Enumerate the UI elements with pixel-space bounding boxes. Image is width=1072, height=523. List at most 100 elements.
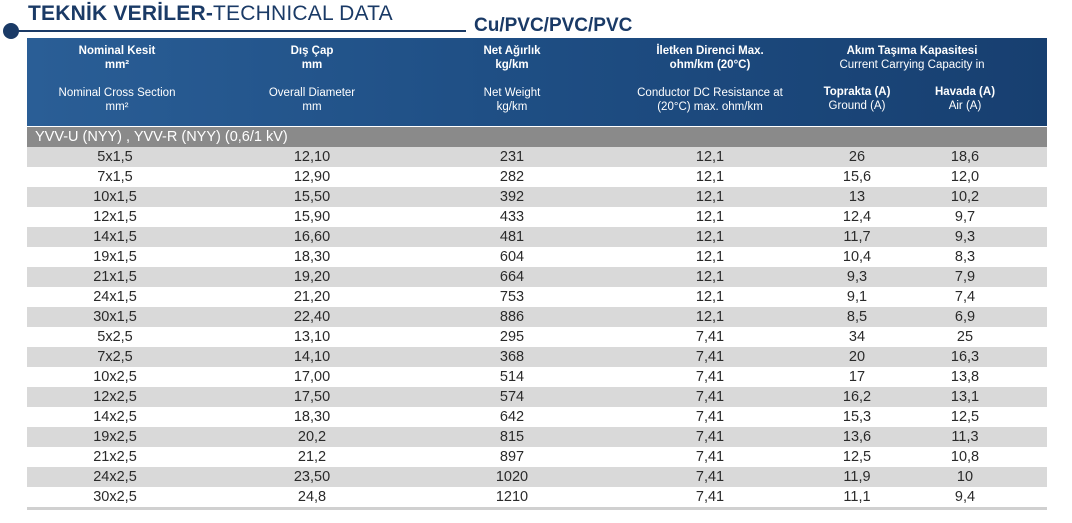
cell-weight: 886 — [499, 309, 525, 325]
cell-diameter: 12,90 — [293, 169, 331, 185]
cell-ground-capacity: 12,4 — [842, 209, 872, 225]
table-row: 30x2,5 24,8 1210 7,41 11,1 9,4 — [27, 487, 1047, 507]
header-label-tr: Akım Taşıma Kapasitesi — [846, 45, 978, 57]
table-header: Nominal Kesit mm² Nominal Cross Section … — [27, 38, 1047, 126]
table-bottom-border — [27, 507, 1047, 510]
cell-resistance: 7,41 — [695, 449, 725, 465]
cell-diameter: 18,30 — [293, 409, 331, 425]
cell-diameter: 13,10 — [293, 329, 331, 345]
header-label-en: Net Weight — [483, 87, 541, 99]
section-label-text: YVV-U (NYY) , YVV-R (NYY) (0,6/1 kV) — [35, 129, 288, 145]
cell-ground-capacity: 11,7 — [843, 229, 871, 245]
cell-diameter: 17,50 — [293, 389, 331, 405]
cell-resistance: 12,1 — [695, 249, 725, 265]
cell-resistance: 12,1 — [695, 309, 725, 325]
header-label-en: Ground (A) — [828, 100, 886, 112]
cell-air-capacity: 11,3 — [951, 429, 979, 445]
cell-weight: 231 — [499, 149, 525, 165]
cell-cross-section: 5x1,5 — [97, 149, 133, 165]
cell-weight: 642 — [499, 409, 525, 425]
table-row: 7x2,5 14,10 368 7,41 20 16,3 — [27, 347, 1047, 367]
table-row: 12x1,5 15,90 433 12,1 12,4 9,7 — [27, 207, 1047, 227]
cell-ground-capacity: 15,6 — [842, 169, 872, 185]
cell-resistance: 12,1 — [695, 229, 725, 245]
cell-air-capacity: 10,8 — [950, 449, 980, 465]
header-dc-resistance: İletken Direnci Max. ohm/km (20°C) Condu… — [615, 44, 805, 114]
cell-cross-section: 24x2,5 — [93, 469, 137, 485]
section-label: YVV-U (NYY) , YVV-R (NYY) (0,6/1 kV) — [27, 127, 1047, 147]
header-label-tr: Net Ağırlık — [483, 45, 541, 57]
cell-weight: 433 — [499, 209, 525, 225]
cell-cross-section: 5x2,5 — [97, 329, 133, 345]
cell-diameter: 15,90 — [293, 209, 331, 225]
header-unit-tr: ohm/km (20°C) — [669, 59, 751, 71]
cell-diameter: 23,50 — [293, 469, 331, 485]
cell-diameter: 24,8 — [297, 489, 327, 505]
cell-resistance: 7,41 — [695, 329, 725, 345]
cell-air-capacity: 10,2 — [950, 189, 980, 205]
cell-resistance: 7,41 — [695, 349, 725, 365]
cell-diameter: 17,00 — [293, 369, 331, 385]
table-row: 30x1,5 22,40 886 12,1 8,5 6,9 — [27, 307, 1047, 327]
header-current-capacity: Akım Taşıma Kapasitesi Current Carrying … — [812, 44, 1012, 72]
header-unit-tr: mm — [301, 59, 323, 71]
cell-resistance: 7,41 — [695, 389, 725, 405]
table-row: 21x2,5 21,2 897 7,41 12,5 10,8 — [27, 447, 1047, 467]
cell-cross-section: 19x2,5 — [93, 429, 137, 445]
title-bar: TEKNİK VERİLER-TECHNICAL DATA Cu/PVC/PVC… — [0, 0, 1072, 40]
cell-diameter: 18,30 — [293, 249, 331, 265]
cell-resistance: 12,1 — [695, 289, 725, 305]
cell-resistance: 7,41 — [695, 469, 725, 485]
cell-diameter: 21,20 — [293, 289, 331, 305]
header-unit-en: (20°C) max. ohm/km — [657, 101, 763, 113]
cell-resistance: 12,1 — [695, 269, 725, 285]
cell-air-capacity: 12,5 — [950, 409, 980, 425]
title-turkish: TEKNİK VERİLER- — [28, 2, 214, 25]
cell-cross-section: 14x1,5 — [93, 229, 137, 245]
cell-ground-capacity: 10,4 — [842, 249, 872, 265]
cell-weight: 481 — [499, 229, 525, 245]
cell-resistance: 7,41 — [695, 369, 725, 385]
header-overall-diameter: Dış Çap mm Overall Diameter mm — [232, 44, 392, 114]
page-title: TEKNİK VERİLER-TECHNICAL DATA — [28, 2, 393, 26]
header-unit-tr: kg/km — [495, 59, 529, 71]
cell-cross-section: 21x1,5 — [93, 269, 137, 285]
cell-diameter: 19,20 — [293, 269, 331, 285]
cell-ground-capacity: 11,1 — [843, 489, 871, 505]
header-unit-en: kg/km — [496, 101, 528, 113]
cell-cross-section: 7x2,5 — [97, 349, 133, 365]
cell-air-capacity: 7,9 — [954, 269, 976, 285]
cell-ground-capacity: 13,6 — [842, 429, 872, 445]
cell-weight: 282 — [499, 169, 525, 185]
header-label-en: Overall Diameter — [268, 87, 356, 99]
table-row: 14x1,5 16,60 481 12,1 11,7 9,3 — [27, 227, 1047, 247]
cell-ground-capacity: 9,3 — [846, 269, 868, 285]
cell-resistance: 12,1 — [695, 189, 725, 205]
header-unit-en: mm² — [105, 101, 129, 113]
header-label-en: Current Carrying Capacity in — [839, 59, 985, 71]
cell-weight: 664 — [499, 269, 525, 285]
cell-cross-section: 7x1,5 — [97, 169, 133, 185]
header-label-tr: İletken Direnci Max. — [656, 45, 764, 57]
title-underline — [10, 30, 466, 32]
header-nominal-section: Nominal Kesit mm² Nominal Cross Section … — [37, 44, 197, 114]
cell-weight: 514 — [499, 369, 525, 385]
header-label-tr: Dış Çap — [290, 45, 334, 57]
cell-resistance: 7,41 — [695, 409, 725, 425]
cell-ground-capacity: 12,5 — [842, 449, 872, 465]
cell-cross-section: 10x2,5 — [93, 369, 137, 385]
cable-type-subtitle: Cu/PVC/PVC/PVC — [474, 15, 633, 36]
cell-weight: 392 — [499, 189, 525, 205]
data-table-body: 5x1,5 12,10 231 12,1 26 18,6 7x1,5 12,90 282 12,1… — [27, 147, 1047, 507]
header-label-en: Air (A) — [948, 100, 982, 112]
header-label-tr: Nominal Kesit — [78, 45, 156, 57]
cell-air-capacity: 9,4 — [954, 489, 976, 505]
cell-cross-section: 19x1,5 — [93, 249, 137, 265]
table-row: 14x2,5 18,30 642 7,41 15,3 12,5 — [27, 407, 1047, 427]
cell-weight: 1020 — [495, 469, 529, 485]
header-label-en: Conductor DC Resistance at — [637, 87, 783, 99]
cell-ground-capacity: 9,1 — [846, 289, 868, 305]
cell-air-capacity: 6,9 — [954, 309, 976, 325]
cell-air-capacity: 10 — [956, 469, 974, 485]
cell-air-capacity: 9,3 — [954, 229, 976, 245]
